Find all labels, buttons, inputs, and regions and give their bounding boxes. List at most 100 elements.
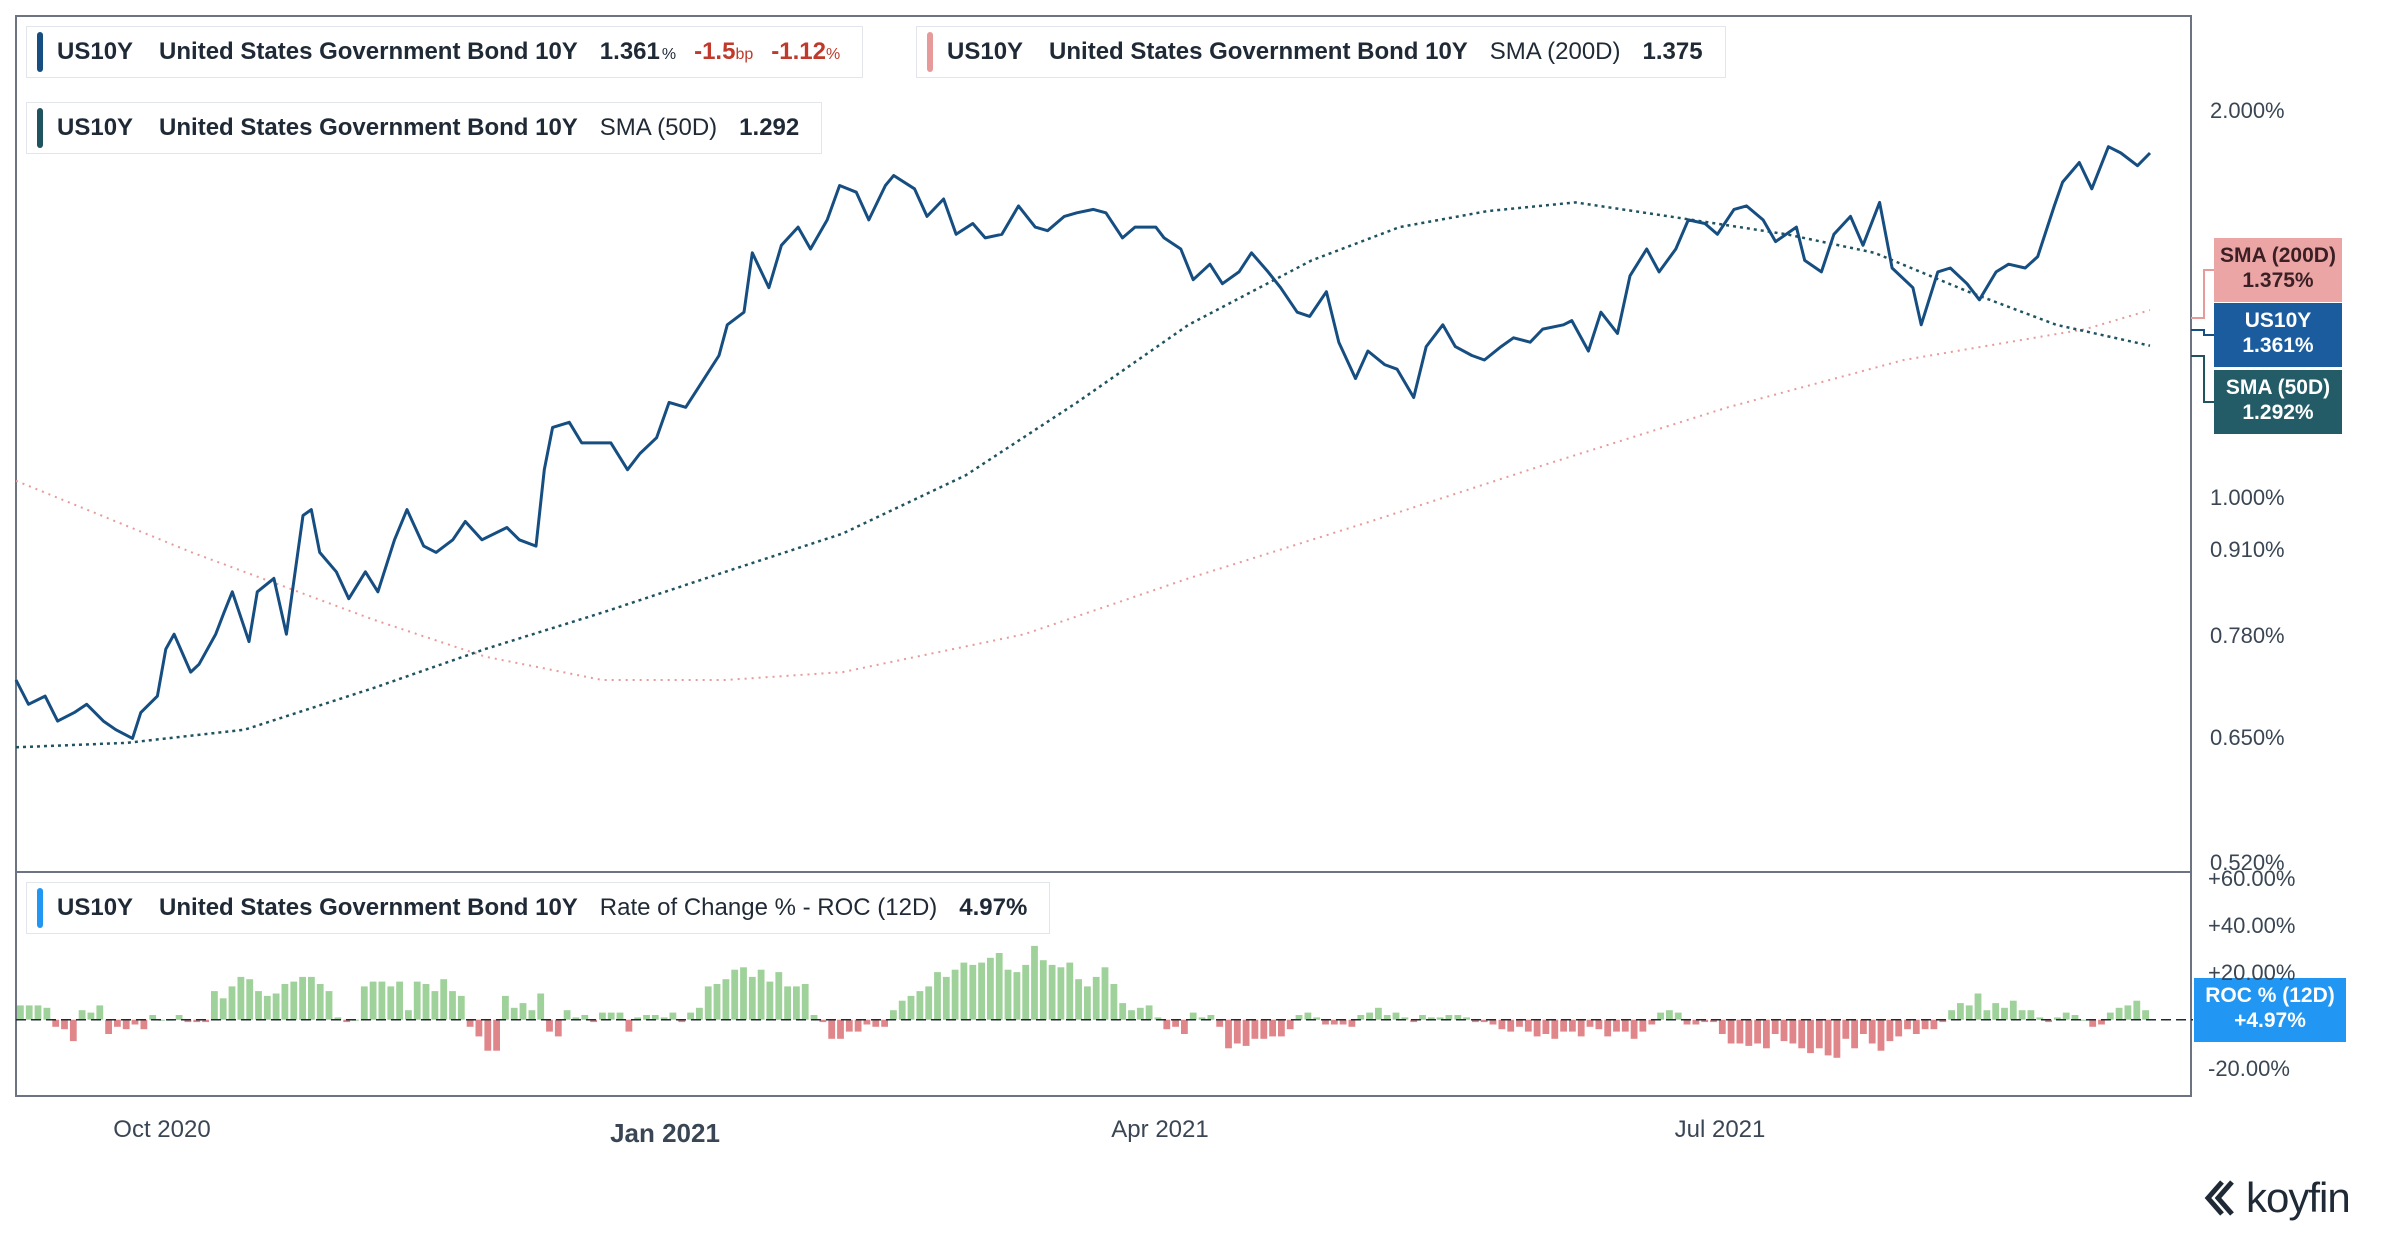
roc-bar (1366, 1012, 1373, 1020)
roc-bar (475, 1019, 483, 1037)
roc-bar (413, 981, 421, 1020)
roc-bar (396, 981, 403, 1020)
roc-bar (1454, 1015, 1462, 1020)
roc-bar (1983, 1010, 1991, 1020)
roc-bar (1542, 1019, 1550, 1034)
roc-bar (334, 1017, 342, 1020)
roc-bar (1842, 1019, 1850, 1039)
roc-bar (1630, 1019, 1638, 1039)
roc-bar (1948, 1010, 1955, 1020)
y-tick-0520: 0.520% (2210, 850, 2285, 875)
roc-bar (1251, 1019, 1259, 1039)
roc-bar (1877, 1019, 1885, 1051)
roc-bar (43, 1007, 51, 1020)
legend-sma50[interactable]: US10Y United States Government Bond 10Y … (26, 102, 823, 154)
legend-us10y[interactable]: US10Y United States Government Bond 10Y … (26, 26, 864, 78)
roc-bar (1586, 1019, 1594, 1027)
roc-bar (255, 991, 262, 1020)
roc-bar (484, 1019, 492, 1051)
roc-bar (502, 995, 509, 1020)
y-tick-2000: 2.000% (2210, 98, 2285, 123)
tag-roc: ROC % (12D) +4.97% (2194, 978, 2346, 1042)
roc-bar (898, 1000, 906, 1020)
roc-bar (1348, 1019, 1356, 1027)
roc-bar (1965, 1005, 1973, 1020)
roc-bar (1860, 1019, 1867, 1034)
roc-bar (17, 1005, 24, 1020)
tag-connector (2191, 355, 2214, 403)
roc-bar (299, 976, 306, 1020)
roc-bar (775, 972, 783, 1020)
roc-bar (2018, 1010, 2026, 1020)
roc-bar (1084, 986, 1091, 1020)
roc-tick-40: +40.00% (2208, 913, 2296, 938)
roc-tick-minus20: -20.00% (2208, 1056, 2290, 1081)
roc-bar (1216, 1019, 1224, 1027)
roc-bar (1198, 1017, 1206, 1020)
roc-bar (1807, 1019, 1814, 1054)
legend-color-marker (37, 32, 43, 72)
roc-bar (1269, 1019, 1276, 1037)
roc-bar (987, 957, 994, 1020)
roc-bar (766, 981, 774, 1020)
roc-bar (1472, 1019, 1479, 1023)
roc-bar (246, 979, 254, 1020)
roc-bar (1295, 1015, 1303, 1020)
legend-roc[interactable]: US10Y United States Government Bond 10Y … (26, 882, 1051, 934)
roc-bar (1242, 1019, 1250, 1046)
roc-bar (1039, 960, 1047, 1020)
roc-bar (1278, 1019, 1285, 1037)
roc-bar (2142, 1010, 2149, 1020)
roc-bar (651, 1015, 659, 1020)
roc-bar (1621, 1019, 1629, 1032)
roc-bar (1657, 1012, 1664, 1020)
roc-bar (872, 1019, 880, 1027)
roc-bar (2089, 1019, 2097, 1027)
roc-bar (1798, 1019, 1806, 1049)
y-tick-0650: 0.650% (2210, 725, 2285, 750)
roc-bar (466, 1019, 474, 1027)
roc-bar (1551, 1019, 1559, 1039)
roc-bar (757, 969, 765, 1020)
tag-sma200: SMA (200D) 1.375% (2214, 238, 2342, 302)
roc-bar (1912, 1019, 1920, 1034)
legend-symbol: US10Y (57, 38, 134, 65)
roc-bar (237, 976, 245, 1020)
roc-tick-60: +60.00% (2208, 866, 2296, 891)
roc-bar (1939, 1019, 1947, 1023)
roc-bar (175, 1015, 183, 1020)
roc-bar (1921, 1019, 1929, 1030)
roc-bar (87, 1012, 95, 1020)
roc-bar (1128, 1010, 1135, 1020)
roc-bar (934, 972, 941, 1020)
roc-bar (801, 984, 809, 1020)
roc-bar (263, 995, 271, 1020)
roc-bar (1674, 1012, 1682, 1020)
roc-bar (942, 976, 950, 1020)
roc-bar (2133, 1000, 2141, 1020)
tag-label: US10Y (2244, 309, 2312, 332)
roc-bar (678, 1019, 686, 1023)
roc-bar (1092, 976, 1100, 1020)
roc-bar (193, 1019, 201, 1023)
roc-bar (1595, 1019, 1603, 1030)
roc-bar (308, 976, 315, 1020)
roc-bar (1577, 1019, 1585, 1037)
roc-bar (696, 1007, 703, 1020)
roc-bar (2098, 1019, 2105, 1025)
roc-bar (625, 1019, 633, 1032)
roc-bar (1401, 1017, 1409, 1020)
roc-bar (1225, 1019, 1232, 1049)
legend-name: United States Government Bond 10Y (1049, 38, 1468, 65)
legend-sma200[interactable]: US10Y United States Government Bond 10Y … (916, 26, 1726, 78)
roc-bar (493, 1019, 500, 1051)
roc-bar (1260, 1019, 1268, 1039)
roc-bar (881, 1019, 888, 1027)
legend-indicator: SMA (50D) (599, 114, 718, 141)
roc-bar (1639, 1019, 1647, 1032)
roc-bar (1392, 1012, 1400, 1020)
roc-bar (1383, 1015, 1391, 1020)
x-tick-apr-2021: Apr 2021 (1111, 1116, 1209, 1143)
roc-bar (519, 1003, 527, 1020)
